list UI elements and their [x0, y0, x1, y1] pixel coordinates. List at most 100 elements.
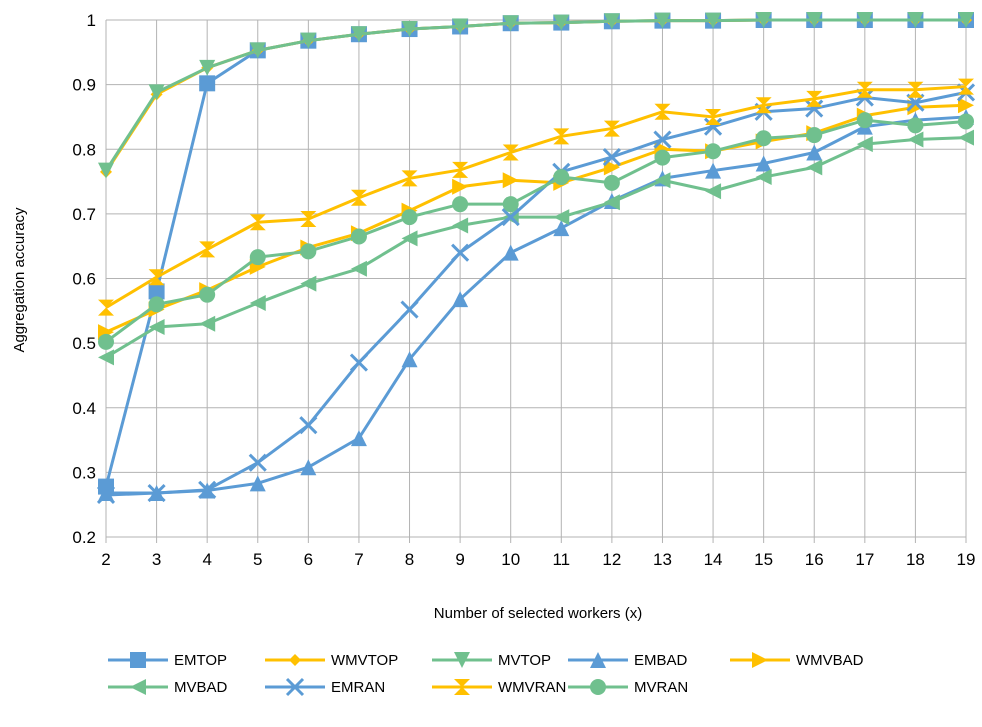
tick-labels: 0.20.30.40.50.60.70.80.912 3 4 5 6 7 8 9 10 11 12 1…: [72, 11, 975, 569]
y-axis-title: Aggregation accuracy: [11, 207, 28, 353]
x-tick-label: 3: [152, 550, 161, 569]
x-tick-label: 6: [304, 550, 313, 569]
data-point-emran: [501, 208, 520, 227]
data-point-mvtop: [502, 15, 519, 32]
data-point-emtop: [148, 283, 165, 300]
data-point-embad: [705, 162, 722, 179]
data-point-mvtop: [654, 12, 671, 29]
data-point-wmvbad: [502, 172, 519, 189]
data-point-mvran: [300, 243, 317, 260]
data-point-mvtop: [350, 26, 367, 43]
data-point-mvtop: [705, 12, 722, 29]
data-point-mvbad: [199, 315, 216, 332]
data-point-mvbad: [401, 230, 418, 247]
y-tick-label: 0.3: [72, 463, 96, 482]
y-tick-label: 0.5: [72, 334, 96, 353]
data-point-mvran: [350, 228, 367, 245]
data-point-embad: [300, 459, 317, 476]
x-tick-label: 10: [501, 550, 520, 569]
data-point-mvtop: [199, 59, 216, 76]
data-point-emran: [602, 147, 621, 167]
legend-marker-emran: [285, 677, 305, 697]
data-point-emran: [248, 453, 267, 472]
data-point-mvtop: [958, 12, 974, 28]
data-point-mvran: [199, 286, 216, 303]
legend-label: WMVRAN: [498, 679, 566, 696]
data-point-mvran: [553, 169, 570, 186]
legend-item-emtop: EMTOP: [108, 652, 227, 669]
data-point-wmvran: [755, 97, 772, 114]
legend-label: MVBAD: [174, 679, 228, 696]
data-point-embad: [350, 430, 367, 447]
legend-marker-wmvran: [454, 679, 470, 695]
legend-item-wmvbad: WMVBAD: [730, 652, 864, 669]
legend-marker-wmvbad: [752, 652, 768, 668]
y-tick-label: 0.7: [72, 205, 96, 224]
series-wmvran: [98, 78, 974, 316]
data-point-mvran: [452, 196, 469, 213]
data-point-mvbad: [958, 129, 974, 146]
y-tick-label: 0.2: [72, 528, 96, 547]
data-point-mvran: [603, 174, 620, 191]
x-tick-label: 8: [405, 550, 414, 569]
series-line-mvbad: [105, 136, 967, 359]
x-tick-label: 13: [653, 550, 672, 569]
data-point-mvbad: [907, 131, 924, 148]
data-point-mvtop: [856, 12, 873, 28]
series-mvran: [98, 112, 974, 350]
series-line-mvtop: [104, 18, 966, 172]
x-tick-label: 15: [754, 550, 773, 569]
data-point-emran-stroke: [501, 208, 520, 227]
data-point-emran-stroke: [703, 117, 723, 136]
data-point-wmvbad: [603, 159, 620, 176]
legend-label: MVRAN: [634, 679, 688, 696]
legend-item-mvran: MVRAN: [568, 679, 688, 696]
data-point-mvtop: [300, 32, 317, 49]
series-line-emran: [105, 90, 967, 497]
data-point-mvbad: [148, 318, 165, 335]
data-point-embad: [249, 475, 266, 492]
data-point-mvran: [502, 196, 519, 213]
data-point-mvbad: [856, 136, 873, 153]
series-emran: [96, 83, 976, 505]
data-point-emran: [451, 243, 470, 262]
y-tick-label: 0.9: [72, 76, 96, 95]
data-point-wmvran: [705, 108, 722, 125]
legend-item-mvbad: MVBAD: [108, 679, 228, 696]
data-point-emran: [147, 483, 166, 503]
y-tick-label: 1: [87, 11, 96, 30]
data-point-mvbad: [654, 172, 671, 189]
series-wmvbad: [98, 97, 974, 341]
series-mvbad: [98, 129, 974, 366]
data-point-wmvran: [856, 81, 873, 98]
data-point-mvbad: [806, 159, 823, 176]
x-tick-label: 5: [253, 550, 262, 569]
data-point-emran-stroke: [349, 353, 369, 372]
grid-lines: [105, 19, 967, 543]
data-point-mvtop: [401, 21, 418, 38]
series-lines: [96, 12, 976, 505]
x-tick-label: 18: [906, 550, 925, 569]
data-point-emran-stroke: [653, 130, 672, 149]
legend-marker-embad: [590, 652, 606, 668]
data-point-emran: [805, 99, 824, 118]
x-axis-title: Number of selected workers (x): [434, 605, 642, 622]
data-point-mvtop: [755, 12, 772, 28]
data-point-emran: [653, 130, 672, 149]
data-point-emran-stroke: [805, 99, 824, 118]
x-tick-label: 14: [704, 550, 723, 569]
legend-marker-wmvtop: [289, 654, 301, 666]
data-point-emran-stroke: [299, 416, 318, 435]
x-tick-label: 7: [354, 550, 363, 569]
data-point-wmvran: [249, 214, 266, 231]
data-point-mvtop: [148, 84, 165, 101]
data-point-emran-stroke: [147, 483, 166, 503]
data-point-wmvran: [300, 211, 317, 228]
x-tick-label: 17: [855, 550, 874, 569]
legend-item-emran: EMRAN: [265, 677, 385, 697]
series-wmvtop: [100, 14, 972, 178]
data-point-mvran: [654, 149, 671, 166]
data-point-mvbad: [705, 183, 722, 200]
data-point-emran: [703, 117, 723, 136]
data-point-emran: [198, 480, 217, 499]
